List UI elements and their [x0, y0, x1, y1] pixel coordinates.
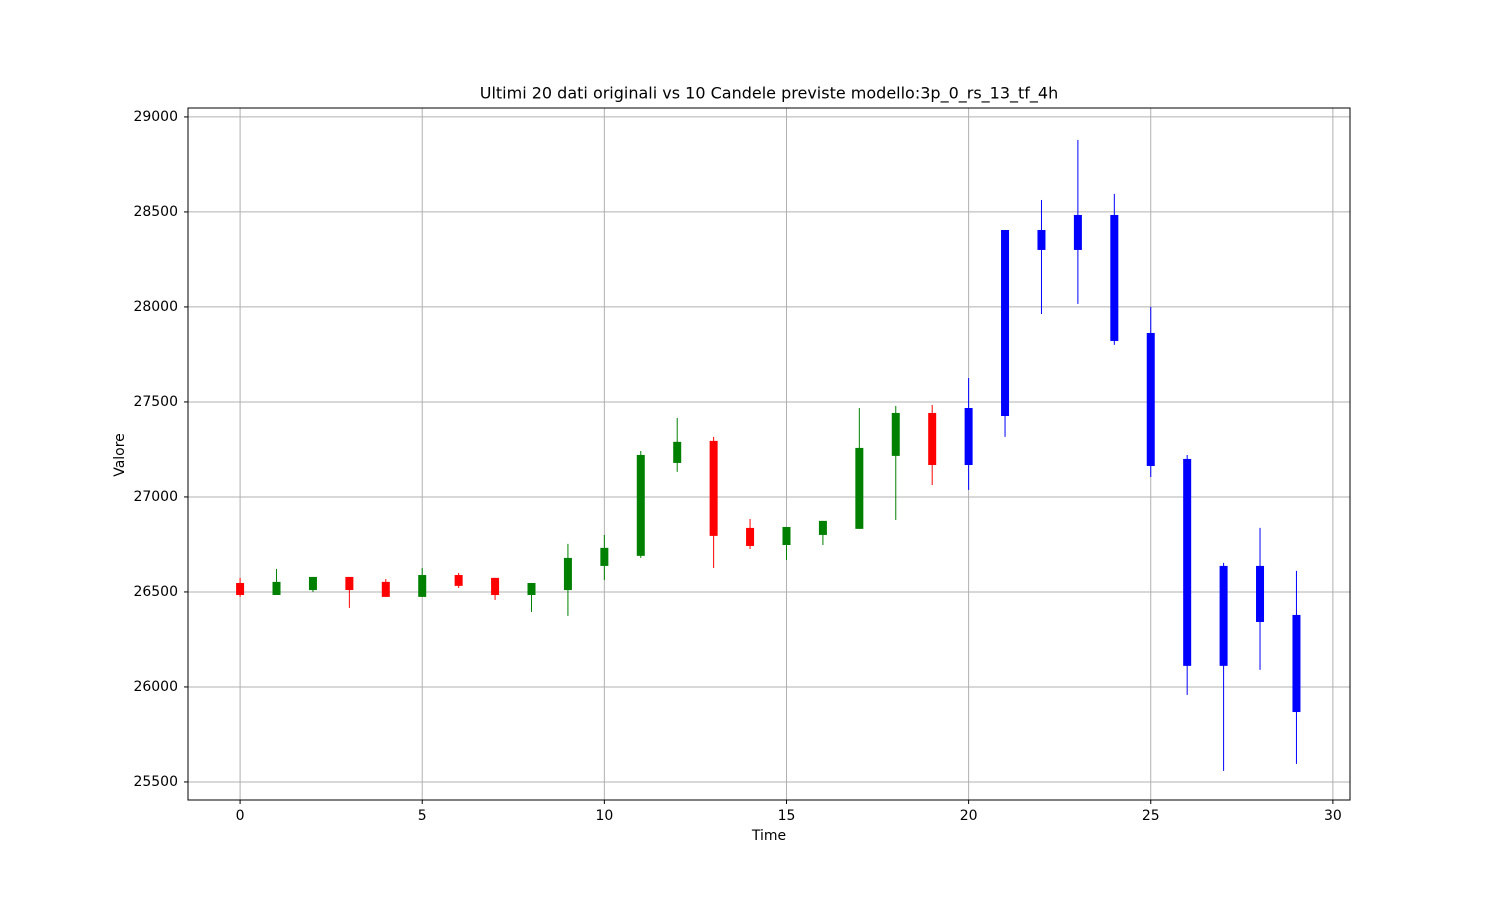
x-tick-label: 30: [1324, 808, 1342, 824]
candle-body: [928, 412, 937, 466]
candle-body: [746, 527, 755, 546]
candle-body: [527, 583, 536, 595]
y-tick-label: 29000: [133, 109, 178, 125]
candle-body: [1001, 229, 1010, 416]
candle-body: [345, 576, 354, 591]
x-tick-label: 20: [960, 808, 978, 824]
candle-body: [709, 440, 718, 536]
candle-body: [1146, 332, 1155, 466]
candle-body: [381, 581, 390, 597]
candle-body: [1292, 614, 1301, 713]
candle-body: [636, 454, 645, 556]
y-axis-label: Valore: [112, 433, 128, 477]
candle-body: [491, 577, 500, 595]
candle-body: [1219, 565, 1228, 666]
y-tick-label: 27500: [133, 394, 178, 410]
y-tick-label: 28000: [133, 299, 178, 315]
candle-body: [236, 583, 245, 595]
candle-body: [1110, 214, 1119, 341]
x-tick-label: 10: [595, 808, 613, 824]
x-tick-label: 5: [418, 808, 427, 824]
x-tick-label: 15: [778, 808, 796, 824]
y-tick-label: 25500: [133, 774, 178, 790]
candle-body: [855, 447, 864, 529]
candle-body: [1256, 565, 1265, 622]
y-tick-label: 26000: [133, 679, 178, 695]
candle-body: [673, 441, 682, 463]
candle-body: [454, 575, 463, 586]
chart-title: Ultimi 20 dati originali vs 10 Candele p…: [480, 84, 1059, 104]
candle-body: [600, 547, 609, 566]
x-tick-label: 25: [1142, 808, 1160, 824]
candle-body: [964, 408, 973, 466]
candle-body: [563, 557, 572, 591]
candle-body: [1183, 458, 1192, 666]
x-axis-label: Time: [751, 828, 786, 844]
candle-body: [891, 412, 900, 456]
candle-body: [782, 526, 791, 546]
candle-body: [272, 581, 281, 595]
y-tick-label: 28500: [133, 204, 178, 220]
plot-frame: [187, 107, 1351, 801]
candle-body: [418, 575, 427, 597]
candle-body: [1073, 214, 1082, 250]
y-tick-label: 26500: [133, 584, 178, 600]
candle-body: [308, 576, 317, 591]
candle-body: [1037, 229, 1046, 250]
y-tick-label: 27000: [133, 489, 178, 505]
candle-body: [818, 520, 827, 535]
x-tick-label: 0: [236, 808, 245, 824]
